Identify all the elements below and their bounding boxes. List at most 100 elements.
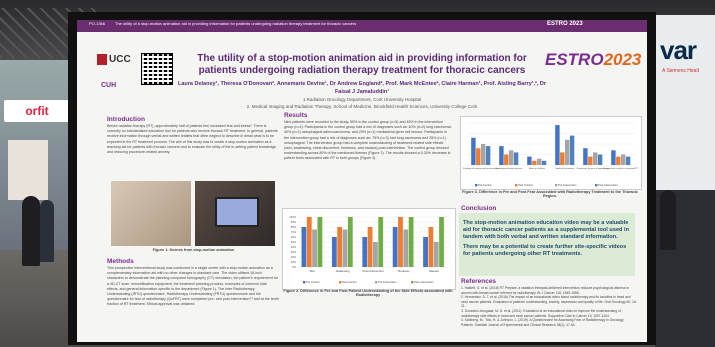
estro-logo: ESTRO2023: [545, 50, 642, 69]
bar: [588, 156, 593, 165]
figure2-caption: Figure 2. Difference in Pre and Post Pat…: [283, 289, 453, 297]
orfit-sign: orfit: [4, 100, 70, 122]
visitor-person: [660, 190, 676, 250]
x-tick-label: Feelings of anxiety and nervousness: [463, 167, 499, 170]
poster-affiliations: 1.Radiation Oncology Department, Cork Un…: [177, 96, 547, 110]
legend-label: Pre Intervention: [378, 280, 397, 284]
legend-label: Pre Control: [478, 183, 492, 187]
affiliation-2: 2. Medical Imaging and Radiation Therapy…: [246, 104, 478, 109]
legend-swatch: [375, 281, 378, 284]
bar: [403, 229, 409, 267]
references-list: 1. Halkett, G. et al. (2018) RT Prepare:…: [461, 286, 637, 327]
scene-photo-patient: [111, 181, 191, 246]
x-tick-label: Permanent injuries of appearance: [577, 167, 611, 170]
qr-code-icon[interactable]: [141, 53, 173, 85]
bar: [593, 152, 598, 165]
scene-photo-laptop: [195, 181, 275, 246]
bar: [621, 154, 626, 165]
bar: [423, 237, 428, 267]
introduction-heading: Introduction: [107, 116, 145, 123]
y-tick-label: 20%: [291, 255, 297, 259]
bar: [597, 154, 603, 165]
legend-swatch: [515, 184, 518, 187]
y-tick-label: 0%: [292, 265, 296, 269]
bar: [362, 237, 368, 267]
x-tick-label: Chest Discomfort: [362, 269, 384, 273]
bar: [301, 227, 307, 267]
bar: [306, 217, 312, 267]
bar: [527, 156, 532, 165]
legend-swatch: [475, 184, 478, 187]
bar: [439, 217, 444, 267]
figure3-svg: Feelings of anxiety and nervousnessEndan…: [463, 122, 639, 187]
x-tick-label: Endangered body functions: [496, 167, 524, 170]
x-tick-label: Medical procedures: [555, 167, 575, 170]
poster-top-bar: PO-1366 The utility of a stop-motion ani…: [77, 20, 647, 32]
bar: [541, 160, 547, 165]
bar: [499, 146, 504, 165]
reference-item: 3. Gonzalez-Arrugada, M. G. et al. (2011…: [461, 308, 621, 318]
laptop-screen: [215, 197, 259, 227]
references-heading: References: [461, 278, 497, 285]
y-tick-label: 100%: [289, 215, 296, 219]
varian-sign: var: [660, 35, 697, 65]
legend-label: Post Intervention: [598, 183, 618, 187]
reference-item: 2. Hernandez, D. T. et al. (2016) The im…: [461, 295, 637, 309]
y-tick-label: 50%: [291, 240, 297, 244]
figure1-caption: Figure 1. Scenes from stop-motion animat…: [152, 248, 235, 252]
bar: [331, 237, 337, 267]
bar: [373, 242, 378, 267]
y-tick-label: 30%: [291, 250, 297, 254]
legend-swatch: [303, 281, 306, 284]
legend-label: Pre Intervention: [558, 183, 577, 187]
reference-item: 1. Halkett, G. et al. (2018) RT Prepare:…: [461, 286, 629, 295]
legend-swatch: [595, 184, 598, 187]
legend-label: Pre Control: [306, 280, 320, 284]
x-tick-label: Swallowing: [336, 269, 350, 273]
bar: [428, 227, 434, 267]
y-tick-label: 10%: [291, 260, 297, 264]
ucc-logo: UCC: [97, 54, 131, 65]
conclusion-p1: The stop-motion animation education vide…: [463, 220, 629, 240]
bar: [398, 217, 403, 267]
bar: [378, 217, 384, 267]
left-booth-poster: [8, 140, 48, 200]
bar: [312, 229, 317, 267]
visitor-person: [22, 196, 40, 266]
poster-title: The utility of a stop-motion animation a…: [197, 53, 527, 76]
legend-label: Post Control: [342, 280, 357, 284]
results-text: Nine patients were recruited to the stud…: [284, 120, 452, 161]
ucc-crest-icon: [97, 54, 107, 65]
y-tick-label: 80%: [291, 225, 297, 229]
figure2-chart: 0% 10% 20% 30% 40% 50% 60% 70% 80% 90% 100% Skin Swa…: [282, 208, 456, 290]
reference-item: 4. Sahlberg, M., Tolo, H. & Johnson, L. …: [461, 318, 624, 327]
bar: [337, 227, 343, 267]
conclusion-box: [459, 213, 635, 276]
bar: [509, 150, 514, 165]
y-tick-label: 70%: [291, 230, 297, 234]
bar: [408, 217, 414, 267]
bar: [532, 160, 537, 165]
bar: [625, 156, 631, 165]
cuh-logo: CUH: [101, 82, 117, 89]
bar: [367, 227, 373, 267]
bar: [347, 217, 353, 267]
bar: [555, 125, 560, 165]
bar: [481, 144, 486, 165]
legend-label: Post Intervention: [414, 280, 434, 284]
x-tick-label: Nausea: [429, 269, 439, 273]
x-tick-label: Harm to children: [529, 167, 546, 170]
conclusion-p2: There may be a potential to create furth…: [463, 244, 627, 257]
conclusion-heading: Conclusion: [461, 205, 497, 212]
bar: [504, 154, 509, 165]
legend-swatch: [411, 281, 414, 284]
bar: [616, 156, 621, 165]
topbar-estro: ESTRO 2023: [547, 21, 583, 27]
varian-subtitle: A Siemens Healt: [662, 68, 699, 74]
bar: [565, 139, 570, 165]
legend-label: Post Control: [518, 183, 533, 187]
results-heading: Results: [284, 112, 308, 119]
bar: [569, 135, 575, 165]
poster-code: PO-1366: [89, 21, 106, 26]
conclusion-text: The stop-motion animation education vide…: [463, 220, 631, 258]
